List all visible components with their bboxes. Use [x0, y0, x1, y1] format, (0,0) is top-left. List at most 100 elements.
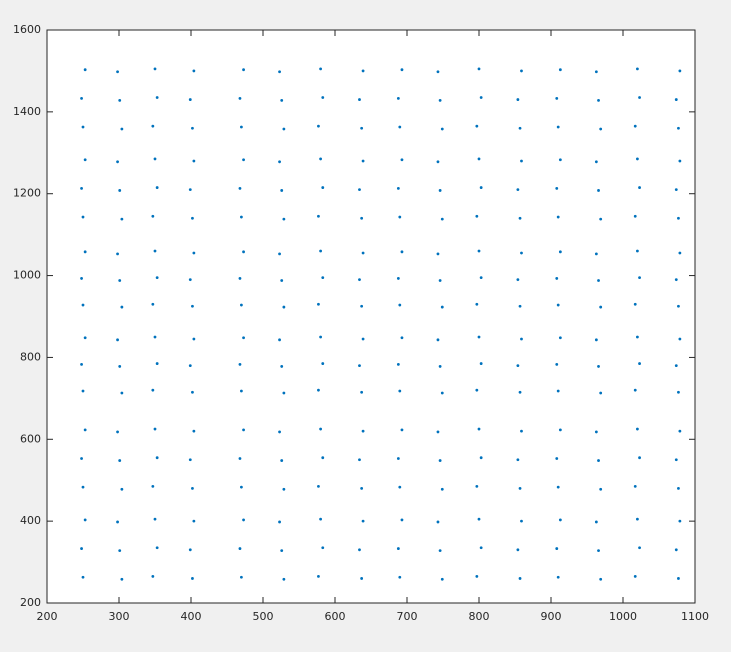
point: [242, 68, 245, 72]
y-tick-label: 1600: [13, 23, 41, 36]
point: [520, 159, 523, 163]
point: [278, 338, 281, 342]
point: [360, 216, 364, 220]
point: [516, 188, 520, 192]
point: [597, 279, 600, 282]
point: [674, 364, 678, 368]
point: [188, 364, 192, 368]
point: [361, 337, 365, 341]
point: [319, 335, 322, 339]
point: [556, 575, 560, 579]
point: [400, 428, 404, 432]
point: [516, 548, 520, 552]
point: [361, 519, 365, 523]
point: [400, 250, 404, 254]
point: [396, 547, 400, 550]
point: [398, 215, 402, 219]
point: [80, 277, 83, 280]
point: [240, 125, 243, 129]
point: [151, 574, 155, 578]
point: [120, 127, 124, 131]
point: [438, 98, 442, 102]
point: [674, 188, 678, 192]
point: [558, 158, 562, 162]
point: [321, 96, 325, 99]
point: [440, 305, 444, 309]
point: [633, 214, 637, 218]
point: [317, 388, 320, 392]
point: [558, 428, 562, 432]
point: [477, 517, 481, 521]
point: [477, 157, 481, 161]
point: [555, 457, 559, 460]
point: [638, 276, 641, 280]
point: [321, 546, 325, 550]
point: [192, 251, 196, 255]
point: [558, 518, 562, 522]
point: [520, 519, 523, 523]
point: [594, 252, 598, 256]
point: [282, 217, 286, 221]
point: [116, 338, 119, 342]
point: [188, 458, 192, 462]
point: [361, 159, 365, 163]
point: [398, 389, 402, 393]
x-tick-label: 1100: [681, 610, 709, 623]
point: [477, 249, 481, 253]
point: [155, 456, 159, 460]
point: [116, 520, 119, 524]
point: [317, 302, 320, 306]
point: [518, 304, 522, 308]
point: [518, 577, 522, 580]
point: [440, 217, 444, 221]
point: [678, 337, 682, 341]
point: [188, 188, 192, 192]
point: [636, 249, 639, 253]
point: [518, 126, 522, 130]
point: [192, 69, 196, 73]
point: [638, 96, 641, 99]
y-tick-label: 800: [20, 350, 41, 363]
point: [677, 390, 680, 394]
point: [636, 427, 639, 431]
point: [118, 459, 122, 462]
point: [440, 577, 444, 581]
point: [678, 69, 682, 73]
point: [558, 250, 562, 254]
y-tick-label: 600: [20, 432, 41, 445]
point: [638, 456, 641, 460]
point: [440, 127, 444, 131]
point: [120, 217, 124, 221]
point: [358, 278, 361, 282]
point: [436, 252, 440, 256]
point: [438, 459, 442, 462]
point: [599, 577, 603, 581]
point: [153, 335, 157, 339]
point: [191, 577, 194, 580]
point: [116, 430, 119, 434]
point: [278, 520, 281, 524]
point: [396, 362, 400, 366]
point: [674, 278, 678, 282]
point: [188, 98, 192, 101]
point: [475, 214, 479, 218]
point: [438, 279, 442, 282]
point: [80, 362, 83, 366]
point: [280, 189, 284, 192]
point: [280, 549, 284, 553]
point: [80, 457, 83, 460]
point: [81, 303, 85, 307]
point: [358, 364, 361, 368]
point: [599, 305, 603, 309]
point: [192, 429, 196, 433]
point: [120, 305, 124, 309]
point: [192, 337, 196, 341]
point: [80, 547, 83, 550]
point: [520, 69, 523, 73]
x-tick-label: 900: [541, 610, 562, 623]
point: [398, 575, 402, 579]
point: [594, 70, 598, 74]
point: [475, 124, 479, 128]
point: [317, 124, 320, 128]
point: [321, 276, 325, 280]
